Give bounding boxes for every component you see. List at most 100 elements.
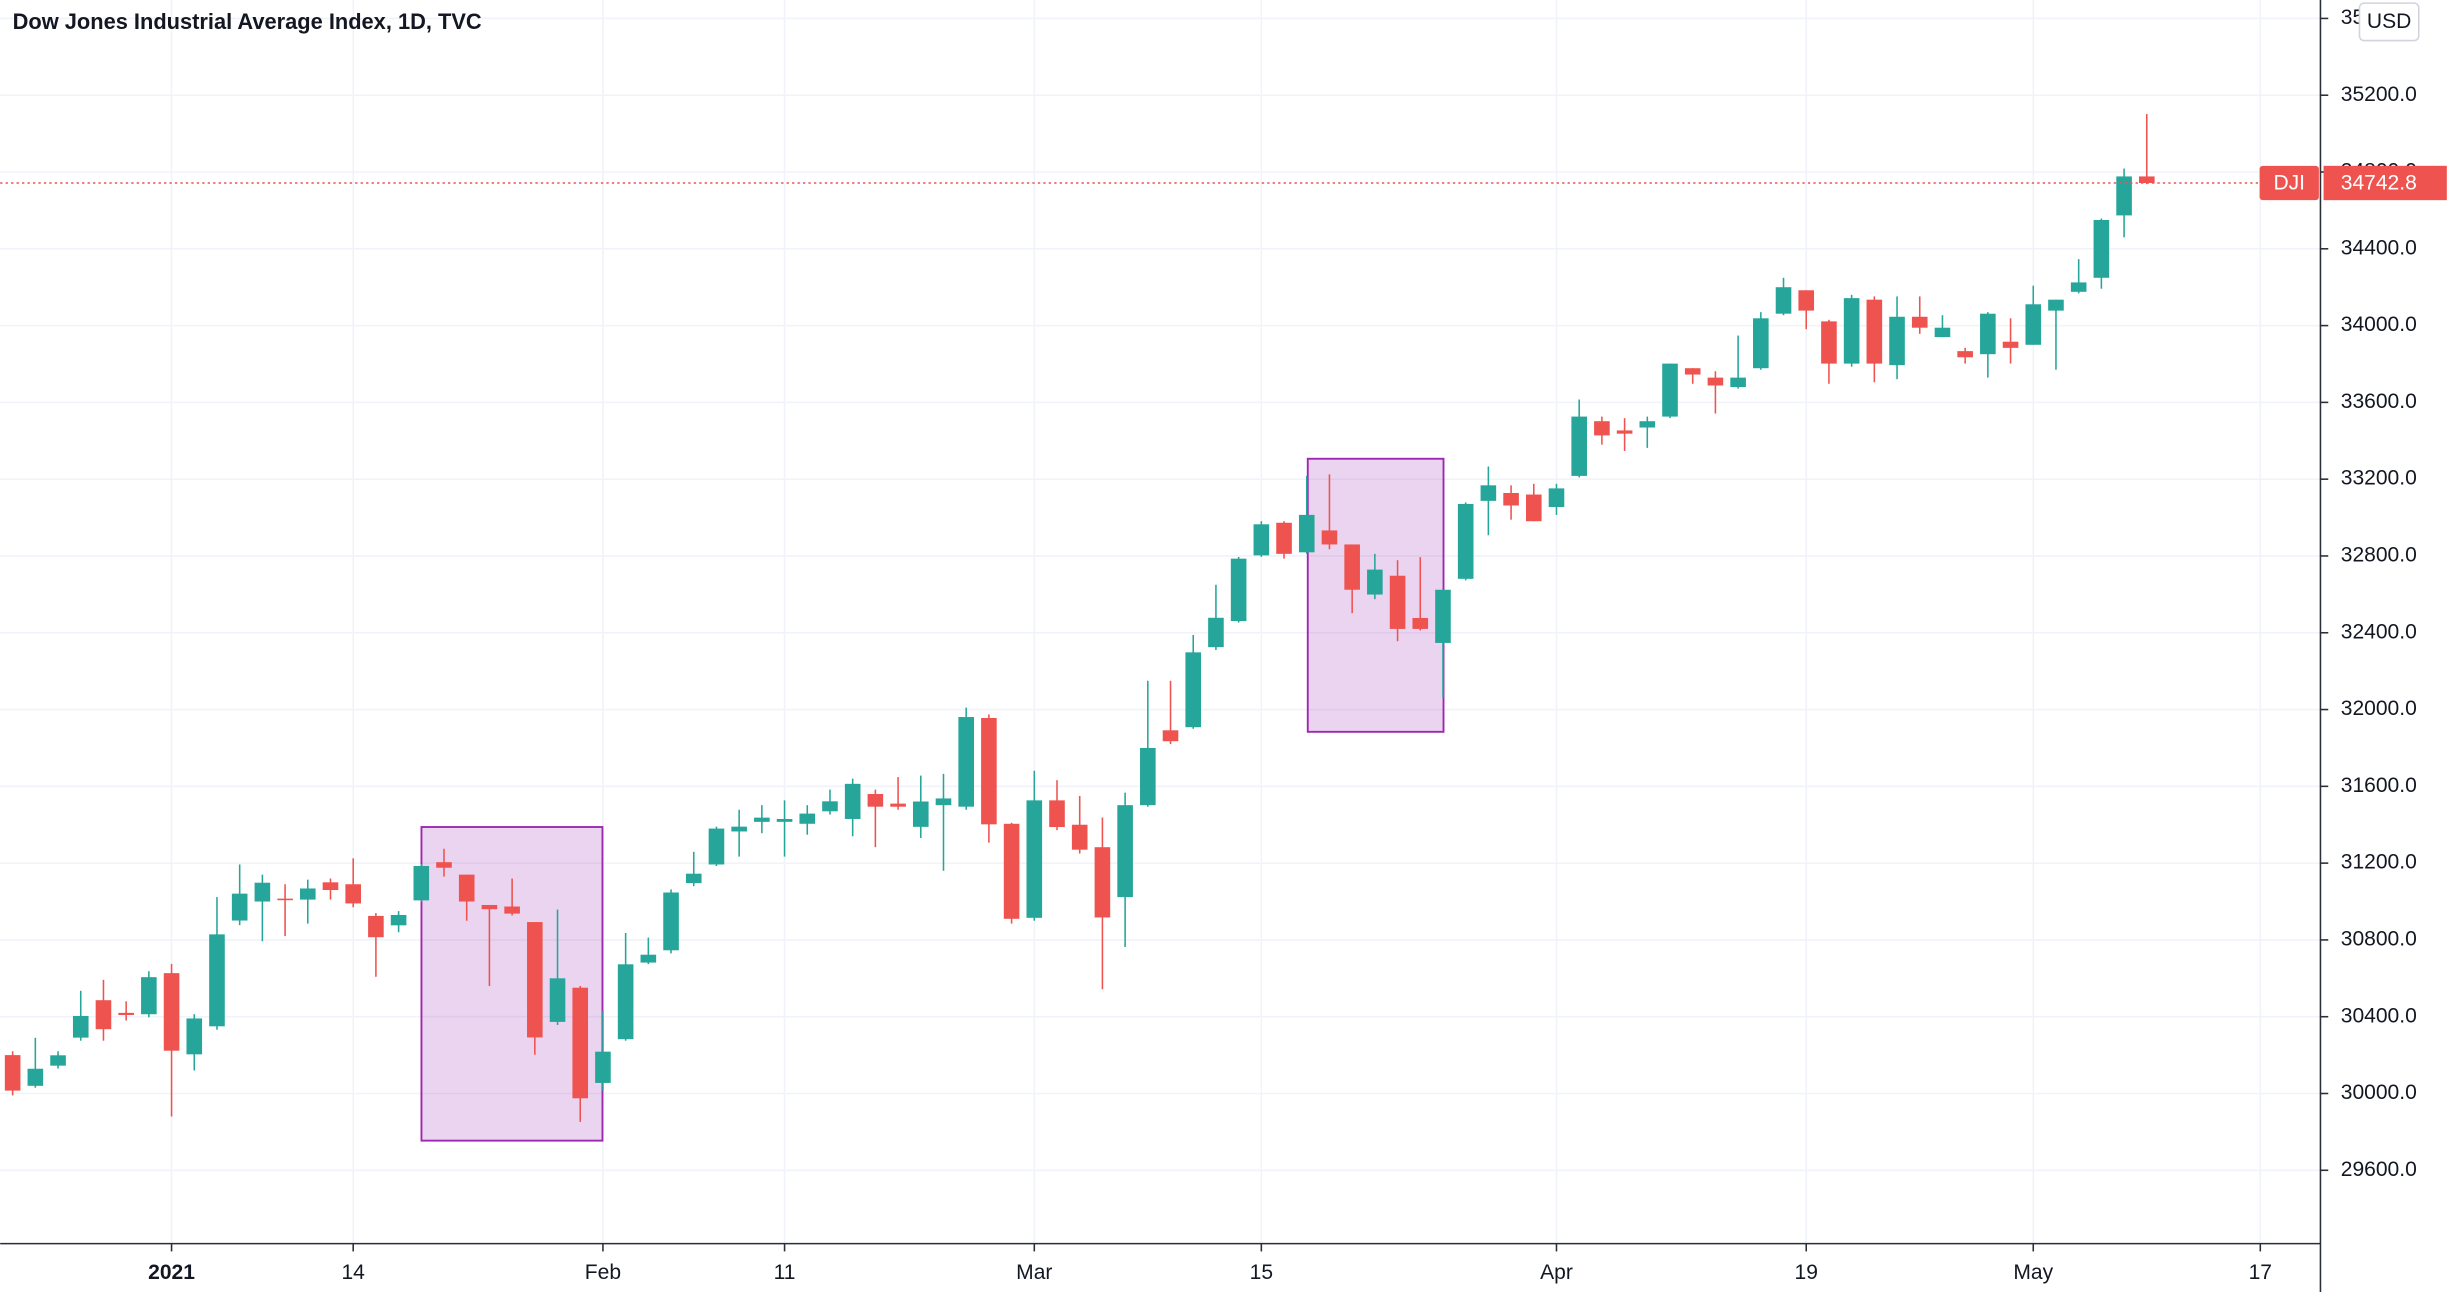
candle-body (1162, 730, 1179, 742)
candle-body (1911, 316, 1928, 328)
candle-body (663, 892, 679, 951)
candle-body (299, 888, 316, 900)
symbol-label: DJI (2273, 171, 2305, 194)
candle-body (2116, 176, 2132, 216)
candle-body (1367, 569, 1383, 595)
y-tick-label: 34400.0 (2341, 236, 2417, 259)
candle-body (685, 873, 702, 884)
candle-body (776, 818, 793, 822)
candle-body (2002, 341, 2019, 348)
candle-body (368, 915, 384, 938)
candle-body (731, 826, 747, 832)
y-tick-label: 31200.0 (2341, 851, 2417, 874)
x-tick-label: 2021 (148, 1261, 195, 1284)
candle-body (1435, 589, 1451, 643)
candle-body (1866, 299, 1883, 364)
candle-body (912, 801, 929, 827)
candle-body (95, 1000, 112, 1030)
candle-body (1639, 421, 1656, 428)
chart-title: Dow Jones Industrial Average Index, 1D, … (13, 9, 482, 34)
candle-body (458, 874, 475, 902)
candle-body (1798, 290, 1815, 311)
candles (0, 114, 2321, 1122)
candle-body (27, 1068, 44, 1086)
x-tick-label: Feb (585, 1261, 621, 1284)
y-tick-label: 34000.0 (2341, 313, 2417, 336)
candle-body (595, 1051, 611, 1083)
candle-body (1003, 823, 1020, 919)
candle-body (1298, 514, 1315, 553)
last-price-label: 34742.8 (2341, 171, 2417, 194)
candle-body (1980, 313, 1996, 355)
candle-body (481, 904, 498, 910)
candle-body (1503, 492, 1519, 506)
candle-body (572, 987, 589, 1099)
y-tick-label: 30800.0 (2341, 927, 2417, 950)
candle-body (822, 801, 838, 812)
candle-body (1389, 575, 1406, 629)
x-tick-label: 14 (341, 1261, 365, 1284)
candle-body (141, 977, 157, 1015)
candle-body (1208, 617, 1224, 648)
candle-body (1026, 800, 1043, 918)
x-tick-label: Apr (1540, 1261, 1573, 1284)
candle-body (1276, 522, 1292, 554)
candle-body (1662, 363, 1678, 417)
candle-body (867, 794, 884, 807)
candle-body (209, 934, 225, 1027)
y-tick-label: 30000.0 (2341, 1081, 2417, 1104)
candle-body (1775, 287, 1792, 314)
last-price-badge (2323, 165, 2447, 201)
x-tick-label: 11 (774, 1261, 796, 1284)
candle-body (1548, 488, 1565, 508)
x-tick-label: 15 (1250, 1261, 1273, 1284)
x-tick-label: 19 (1795, 1261, 1818, 1284)
y-tick-label: 32400.0 (2341, 620, 2417, 643)
candle-body (1140, 747, 1156, 806)
candle-body (231, 893, 248, 921)
grid (0, 0, 2321, 1244)
candle-body (890, 803, 906, 807)
candle-body (1753, 318, 1769, 369)
candle-body (1616, 430, 1633, 434)
candle-body (322, 882, 339, 891)
candle-body (1730, 377, 1746, 388)
symbol-badge (2259, 165, 2319, 201)
axes (0, 0, 2322, 1292)
candle-body (1094, 847, 1111, 918)
labels: 29600.0 30000.0 30400.0 30800.0 31200.0 31600… (148, 6, 2447, 1284)
candle-body (1480, 485, 1497, 501)
y-tick-label: 35200.0 (2341, 83, 2417, 106)
y-tick-label: 32000.0 (2341, 697, 2417, 720)
y-tick-label: 29600.0 (2341, 1158, 2417, 1181)
candle-body (1117, 805, 1133, 898)
candle-body (617, 964, 634, 1040)
candle-body (958, 717, 974, 807)
candle-body (1457, 503, 1474, 579)
x-tick-label: 17 (2249, 1261, 2272, 1284)
candle-body (345, 884, 361, 904)
candle-body (981, 717, 997, 825)
candle-body (1594, 421, 1610, 436)
currency-badge[interactable] (2358, 2, 2420, 42)
candle-body (2070, 282, 2087, 292)
candle-body (118, 1012, 134, 1015)
candle-body (549, 978, 566, 1022)
candle-body (1821, 321, 1837, 364)
candle-body (527, 922, 543, 1038)
candle-body (1412, 617, 1429, 629)
candle-body (2048, 299, 2064, 311)
candle-body (72, 1015, 89, 1038)
candle-body (1321, 530, 1338, 545)
candle-body (1707, 377, 1724, 386)
candle-body (254, 882, 271, 902)
y-tick-label: 30400.0 (2341, 1004, 2417, 1027)
candle-body (1525, 494, 1542, 522)
candle-body (1684, 368, 1701, 375)
candle-body (844, 783, 861, 819)
candle-body (1934, 327, 1951, 338)
candle-body (2025, 304, 2042, 345)
candle-body (2138, 176, 2155, 183)
